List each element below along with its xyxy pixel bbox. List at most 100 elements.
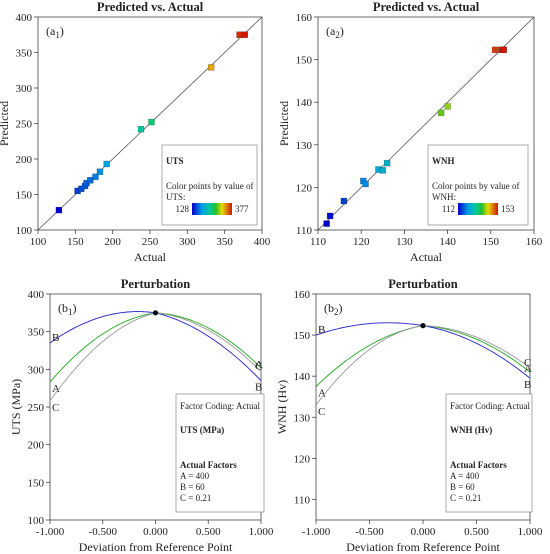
legend-factor: C = 0.21 — [450, 493, 481, 503]
color-ramp-bar — [192, 203, 232, 215]
y-axis-label: Predicted — [277, 101, 291, 146]
data-point — [444, 103, 451, 110]
data-point — [437, 109, 445, 117]
y-tick-label: 140 — [294, 371, 311, 383]
reference-point — [152, 310, 159, 316]
y-tick-label: 160 — [296, 12, 313, 24]
series-line-b — [49, 311, 262, 381]
panel-label-main: (b — [324, 301, 334, 315]
data-point — [379, 167, 387, 174]
series-label-end: B — [255, 382, 262, 394]
y-tick-label: 120 — [294, 453, 311, 465]
panel-b2: Perturbation (b2) -1.000 -0.500 0.000 0.500 1.… — [275, 277, 543, 554]
x-tick-label: 100 — [30, 236, 47, 248]
chart-title: Predicted vs. Actual — [97, 0, 204, 14]
y-tick-label: 400 — [16, 12, 33, 24]
chart-title: Perturbation — [388, 277, 457, 291]
x-tick-label: 130 — [396, 236, 413, 248]
color-ramp-bar — [458, 203, 498, 215]
legend-coding: Factor Coding: Actual — [450, 401, 530, 411]
y-tick-label: 350 — [28, 327, 45, 339]
y-tick-label: 200 — [16, 154, 33, 166]
series-label-start: B — [52, 332, 59, 344]
chart-title: Predicted vs. Actual — [373, 0, 480, 14]
series-label-end: B — [524, 379, 531, 391]
x-axis-label: Deviation from Reference Point — [346, 540, 500, 554]
data-point — [87, 177, 94, 184]
y-tick-label: 200 — [28, 440, 45, 452]
data-point — [96, 168, 104, 176]
y-tick-label: 140 — [296, 97, 313, 109]
panel-label-sub: 2 — [334, 307, 339, 317]
x-tick-label: 1.000 — [518, 526, 543, 538]
legend-factor: A = 400 — [180, 471, 210, 481]
chart-title: Perturbation — [121, 277, 190, 291]
x-tick-label: -1.000 — [36, 526, 65, 538]
x-tick-label: 140 — [439, 236, 456, 248]
panel-label-sub: 1 — [55, 30, 60, 40]
legend-factors-title: Actual Factors — [450, 460, 507, 470]
reference-point — [420, 323, 426, 329]
series-label-start: C — [318, 406, 325, 418]
color-ramp-min: 128 — [176, 204, 190, 214]
x-tick-label: 0.500 — [464, 526, 489, 538]
legend-factor: B = 60 — [180, 482, 205, 492]
y-tick-label: 150 — [28, 477, 45, 489]
data-point — [383, 159, 391, 167]
panel-label-close: ) — [60, 24, 64, 38]
y-tick-label: 300 — [28, 364, 45, 376]
series-label-start: A — [318, 387, 326, 399]
legend-box — [445, 393, 533, 513]
y-tick-label: 100 — [28, 515, 45, 527]
y-tick-label: 150 — [294, 330, 311, 342]
plot-frame — [317, 16, 535, 231]
series-label-end: A — [524, 363, 532, 375]
x-axis-label: Actual — [410, 250, 443, 264]
legend-factor: A = 400 — [450, 471, 480, 481]
panel-label-main: (a — [326, 24, 336, 38]
y-tick-label: 300 — [16, 83, 33, 95]
x-axis-label: Deviation from Reference Point — [79, 540, 233, 554]
panel-label: (a2) — [326, 24, 344, 40]
x-tick-label: 400 — [254, 236, 271, 248]
x-axis-label: Actual — [134, 250, 167, 264]
data-point — [362, 180, 369, 188]
x-tick-label: -0.500 — [89, 526, 118, 538]
data-point — [491, 46, 499, 54]
y-tick-label: 100 — [16, 225, 33, 237]
data-point — [55, 206, 63, 214]
panel-label-main: (b — [58, 301, 68, 315]
series-line-c — [49, 312, 262, 402]
series-line-a — [315, 325, 531, 387]
data-point — [137, 125, 145, 133]
x-tick-label: 1.000 — [249, 526, 274, 538]
x-tick-label: 150 — [67, 236, 84, 248]
y-tick-label: 250 — [28, 402, 45, 414]
panel-label: (b2) — [324, 301, 343, 317]
legend-response: UTS (MPa) — [180, 425, 224, 435]
x-tick-label: 150 — [483, 236, 500, 248]
legend-caption: WNH: — [432, 192, 456, 202]
y-tick-label: 110 — [296, 225, 313, 237]
x-tick-label: 300 — [179, 236, 196, 248]
legend-title: UTS — [166, 156, 184, 166]
y-tick-label: 110 — [294, 494, 311, 506]
series-label-end: A — [255, 359, 263, 371]
x-tick-label: 160 — [526, 236, 543, 248]
y-tick-label: 150 — [296, 55, 313, 67]
data-point — [148, 118, 155, 126]
series-line-c — [315, 325, 531, 406]
data-point — [340, 197, 348, 205]
panel-label: (b1) — [58, 301, 77, 317]
x-tick-label: 0.000 — [411, 526, 436, 538]
legend-factor: B = 60 — [450, 482, 475, 492]
color-ramp-max: 377 — [235, 204, 249, 214]
panel-label-close: ) — [340, 24, 344, 38]
legend-response: WNH (Hv) — [450, 425, 492, 435]
series-line-a — [49, 312, 262, 383]
y-axis-label: WNH (Hv) — [275, 380, 289, 434]
x-tick-label: 120 — [353, 236, 370, 248]
legend-caption: Color points by value of — [166, 181, 254, 191]
legend-factor: C = 0.21 — [180, 493, 211, 503]
legend-coding: Factor Coding: Actual — [180, 401, 260, 411]
